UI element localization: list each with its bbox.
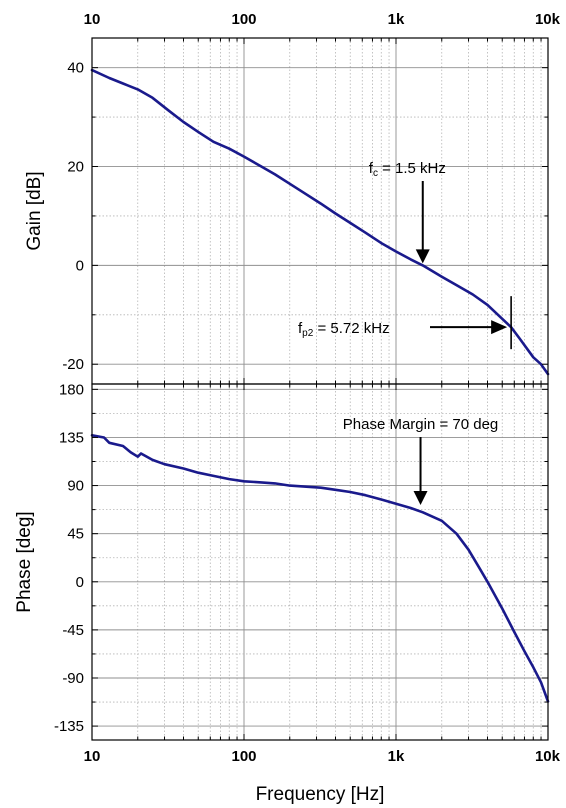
y-tick-label: -45: [62, 622, 84, 639]
phase-series: [90, 433, 550, 703]
y-tick-label: -90: [62, 670, 84, 687]
fp2-arrow-head: [491, 320, 508, 335]
phase-grid: [92, 384, 548, 740]
plot-frames: [91, 37, 549, 741]
y-tick-label: 40: [67, 60, 84, 77]
fc-annotation-label: fc = 1.5 kHz: [369, 160, 446, 179]
top-x-tick-label: 1k: [388, 11, 405, 28]
bottom-x-tick-label: 10k: [535, 748, 561, 765]
top-x-tick-label: 100: [231, 11, 256, 28]
bottom-x-tick-label: 100: [231, 748, 256, 765]
y-tick-label: 90: [67, 478, 84, 495]
y-tick-label: 0: [76, 257, 84, 274]
phase-margin-label: Phase Margin = 70 deg: [343, 416, 499, 433]
gain-line: [90, 68, 550, 376]
y-tick-label: 135: [59, 429, 84, 446]
axis-ticks: [91, 38, 549, 740]
phase-line: [90, 433, 550, 703]
phase-margin-arrow-head: [413, 490, 428, 505]
y-tick-label: -20: [62, 356, 84, 373]
y-tick-label: 20: [67, 159, 84, 176]
phase-axis-title: Phase [deg]: [14, 511, 35, 612]
gain-axis-title: Gain [dB]: [24, 171, 45, 250]
bottom-x-tick-label: 10: [84, 748, 101, 765]
frequency-axis-title: Frequency [Hz]: [256, 784, 385, 805]
y-tick-label: 0: [76, 574, 84, 591]
y-tick-label: 180: [59, 381, 84, 398]
top-x-tick-label: 10: [84, 11, 101, 28]
y-tick-label: 45: [67, 526, 84, 543]
fp2-annotation-label: fp2 = 5.72 kHz: [298, 320, 390, 339]
annotations: fc = 1.5 kHz fp2 = 5.72 kHz Phase Margin =…: [298, 160, 512, 505]
bottom-x-tick-label: 1k: [388, 748, 405, 765]
y-tick-label: -135: [54, 718, 84, 735]
top-x-tick-label: 10k: [535, 11, 561, 28]
gain-series: [90, 68, 550, 376]
phase-frame: [91, 383, 549, 741]
fc-arrow-head: [415, 249, 430, 264]
